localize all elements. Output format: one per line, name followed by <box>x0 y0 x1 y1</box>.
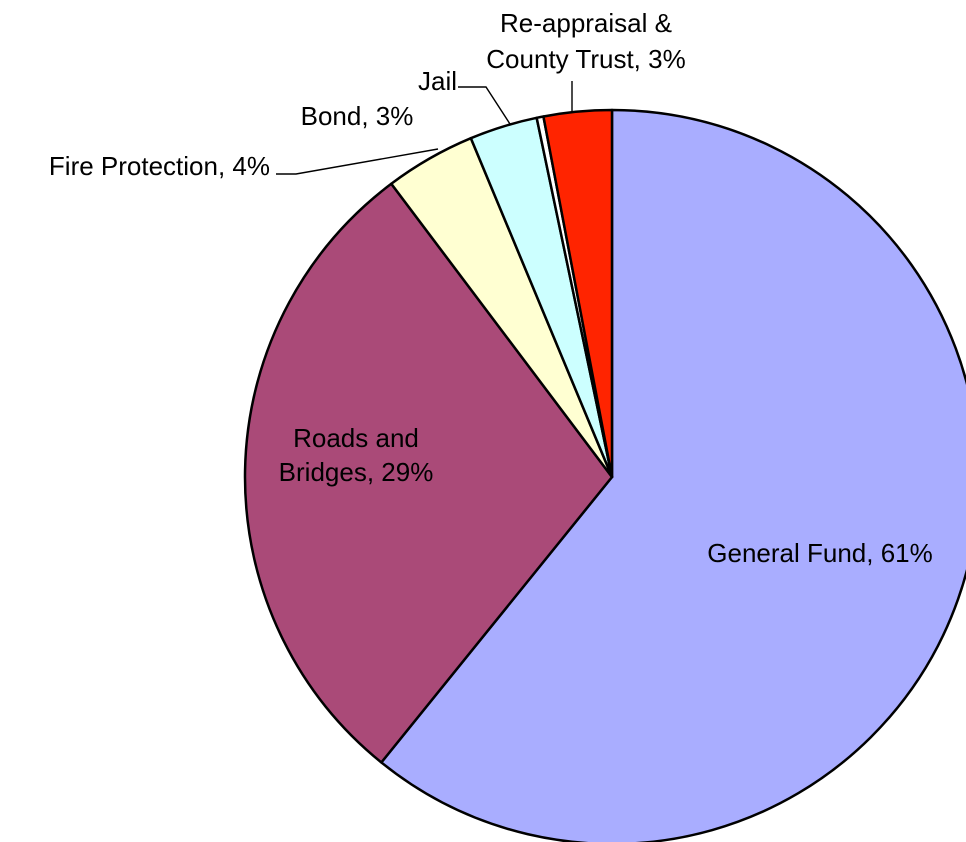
leader-line <box>276 148 439 175</box>
slice-label: General Fund, 61% <box>707 538 932 568</box>
slice-label-line: County Trust, 3% <box>486 44 685 74</box>
slice-label-line: Bridges, 29% <box>279 457 434 487</box>
pie-slice-re-appraisal-county-trust <box>542 108 614 479</box>
leader-lines <box>276 81 573 175</box>
pie-slice-general-fund <box>380 108 966 842</box>
slice-label-line: General Fund, 61% <box>707 538 932 568</box>
slice-label-line: Bond, 3% <box>301 101 414 131</box>
leader-line <box>458 86 511 125</box>
slice-label-line: Re-appraisal & <box>500 8 672 38</box>
pie-slice-roads-and-bridges <box>243 182 614 764</box>
slice-labels: General Fund, 61% Roads and Bridges, 29% Fi… <box>49 8 933 568</box>
pie-slices <box>243 108 966 842</box>
slice-label: Re-appraisal & County Trust, 3% <box>486 8 685 74</box>
slice-label: Fire Protection, 4% <box>49 151 270 181</box>
slice-label: Roads and Bridges, 29% <box>279 423 434 487</box>
slice-label: Jail <box>418 66 457 96</box>
slice-label: Bond, 3% <box>301 101 414 131</box>
slice-label-line: Roads and <box>293 423 419 453</box>
slice-label-line: Jail <box>418 66 457 96</box>
slice-label-line: Fire Protection, 4% <box>49 151 270 181</box>
